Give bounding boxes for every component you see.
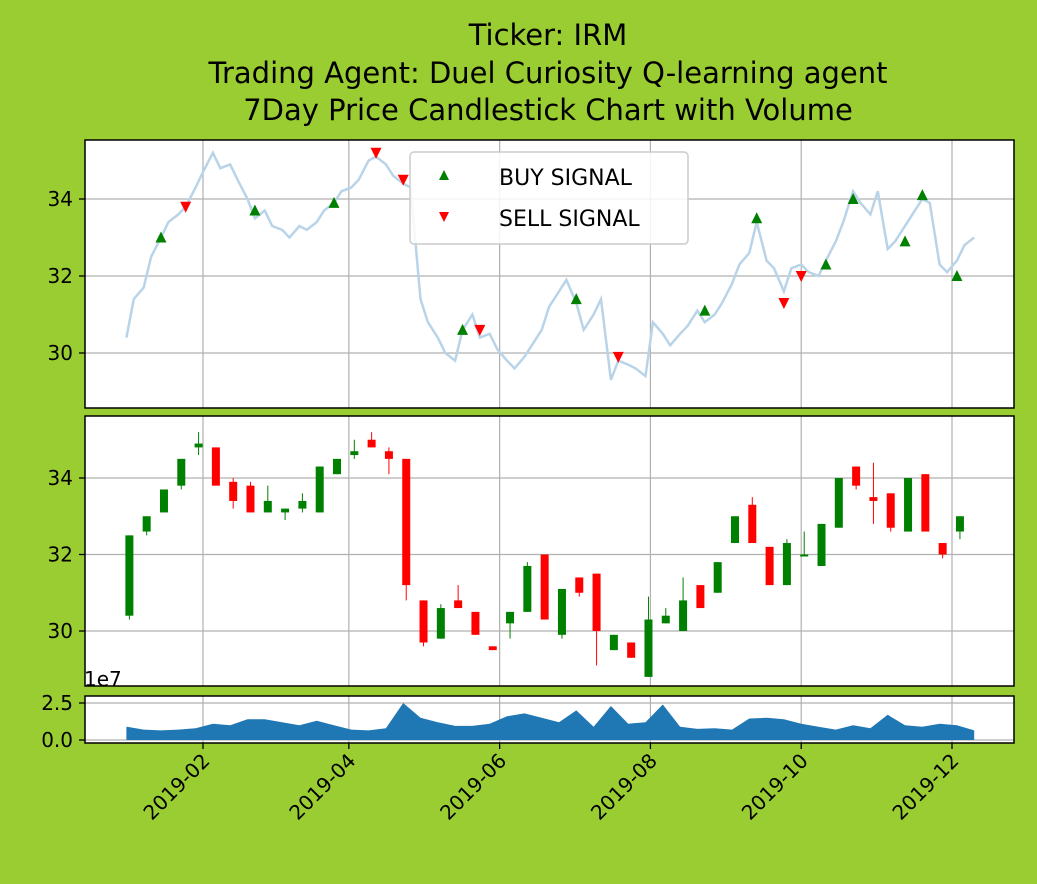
price-panel-y-ticks: 30 32 34: [48, 187, 85, 365]
chart-title-line-3: 7Day Price Candlestick Chart with Volume: [243, 93, 853, 127]
sell-signal-marker: [370, 147, 382, 159]
candle-body: [402, 458, 411, 586]
buy-signal-marker: [570, 293, 582, 305]
legend-sell-label: SELL SIGNAL: [499, 207, 640, 232]
candle-panel-frame: [84, 415, 1015, 687]
candle-body: [644, 619, 653, 677]
legend: BUY SIGNAL SELL SIGNAL: [409, 151, 689, 245]
buy-signal-marker: [820, 258, 832, 270]
buy-signal-marker: [457, 323, 469, 335]
sell-signal-marker: [397, 174, 409, 186]
candle-body: [159, 489, 168, 513]
buy-signal-marker: [249, 204, 261, 216]
candle-body: [436, 608, 445, 639]
volume-exponent-label: 1e7: [84, 667, 122, 691]
candle-body: [955, 516, 964, 532]
candle-body: [125, 535, 134, 616]
legend-sell-marker: [439, 212, 449, 222]
buy-signal-marker: [699, 304, 711, 316]
candle-body: [679, 600, 688, 631]
candlesticks: [125, 432, 964, 677]
candle-body: [852, 466, 861, 486]
volume-panel-y-ticks: 0.0 2.5: [41, 691, 85, 752]
candle-body: [263, 500, 272, 513]
sell-signal-marker: [474, 324, 486, 336]
signal-markers: [155, 147, 963, 363]
candle-body: [713, 562, 722, 593]
buy-signal-marker: [899, 235, 911, 247]
candle-body: [661, 615, 670, 624]
y-tick-label: 0.0: [41, 728, 73, 752]
y-tick-label: 34: [48, 187, 73, 211]
candle-body: [211, 447, 220, 486]
price-line: [125, 149, 975, 381]
candle-body: [315, 466, 324, 513]
candle-body: [281, 508, 290, 513]
candle-body: [298, 500, 307, 509]
candle-body: [454, 600, 463, 609]
candle-body: [523, 565, 532, 612]
legend-buy-marker: [439, 170, 449, 180]
candle-body: [575, 577, 584, 593]
candle-body: [246, 485, 255, 513]
y-tick-label: 34: [48, 466, 73, 490]
legend-box: [409, 151, 689, 245]
candle-body: [609, 634, 618, 651]
y-tick-label: 32: [48, 543, 73, 567]
candle-panel-grid: [85, 416, 1014, 686]
candle-body: [938, 543, 947, 555]
legend-buy-label: BUY SIGNAL: [499, 166, 633, 191]
candle-body: [592, 573, 601, 631]
buy-signal-marker: [328, 196, 340, 208]
sell-signal-marker: [795, 271, 807, 282]
candle-body: [782, 543, 791, 586]
candle-body: [194, 443, 203, 448]
candle-body: [765, 546, 774, 586]
candle-body: [488, 646, 497, 651]
candle-body: [730, 516, 739, 544]
candle-panel-background: [85, 416, 1014, 686]
sell-signal-marker: [778, 297, 790, 309]
volume-area: [126, 703, 975, 740]
buy-signal-marker: [751, 212, 763, 224]
buy-signal-marker: [916, 189, 928, 201]
candle-body: [834, 478, 843, 528]
candle-body: [350, 451, 359, 456]
candle-body: [921, 474, 930, 532]
y-tick-label: 2.5: [41, 691, 73, 715]
y-tick-label: 30: [48, 341, 73, 365]
buy-signal-marker: [951, 270, 963, 281]
candle-body: [557, 588, 566, 635]
candle-body: [904, 478, 913, 532]
candle-body: [142, 516, 151, 532]
buy-signal-marker: [155, 231, 167, 243]
candle-body: [800, 554, 809, 557]
volume-panel-frame: [84, 695, 1015, 744]
candle-body: [817, 523, 826, 566]
sell-signal-marker: [180, 201, 192, 213]
candle-body: [540, 554, 549, 620]
candle-body: [869, 497, 878, 501]
candle-body: [627, 642, 636, 658]
chart-title-line-1: Ticker: IRM: [468, 18, 628, 52]
candle-body: [419, 600, 428, 643]
candle-body: [384, 451, 393, 459]
candle-body: [177, 458, 186, 486]
candle-panel-y-ticks: 30 32 34: [48, 466, 85, 643]
price-panel-frame: [84, 139, 1015, 409]
candle-body: [229, 481, 238, 501]
candle-body: [748, 504, 757, 544]
candle-body: [886, 493, 895, 528]
candle-body: [367, 439, 376, 448]
sell-signal-marker: [612, 351, 624, 363]
candle-body: [506, 611, 515, 624]
candle-body: [471, 611, 480, 635]
y-tick-label: 30: [48, 619, 73, 643]
candle-body: [333, 458, 342, 475]
buy-signal-marker: [847, 193, 859, 204]
candle-body: [696, 585, 705, 609]
y-tick-label: 32: [48, 264, 73, 288]
chart-title-line-2: Trading Agent: Duel Curiosity Q-learning…: [208, 56, 888, 90]
